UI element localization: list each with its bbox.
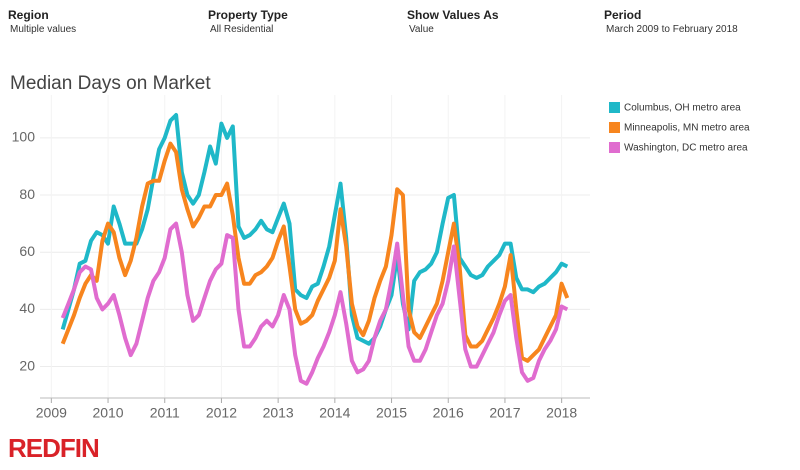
y-tick-label: 40: [19, 300, 35, 316]
x-tick-label: 2017: [489, 405, 520, 421]
legend-label: Minneapolis, MN metro area: [624, 123, 750, 134]
x-tick-label: 2014: [319, 405, 350, 421]
x-tick-label: 2013: [263, 405, 294, 421]
x-tick-label: 2016: [433, 405, 464, 421]
legend-swatch: [609, 102, 620, 113]
x-tick-label: 2010: [92, 405, 123, 421]
x-tick-label: 2009: [36, 405, 67, 421]
x-tick-label: 2012: [206, 405, 237, 421]
filter-value: All Residential: [210, 24, 274, 35]
filter-value: March 2009 to February 2018: [606, 24, 738, 35]
filter[interactable]: Region Multiple values: [8, 8, 76, 35]
filter-label: Period: [604, 8, 642, 22]
series-line: [60, 141, 570, 363]
y-tick-label: 20: [19, 357, 35, 373]
filter-value: Multiple values: [10, 24, 77, 35]
legend-swatch: [609, 142, 620, 153]
x-tick-label: 2011: [150, 405, 180, 421]
y-tick-label: 60: [19, 243, 35, 259]
filter-label: Show Values As: [407, 8, 499, 22]
chart-title: Median Days on Market: [10, 73, 211, 94]
filter[interactable]: Property Type All Residential: [208, 8, 288, 35]
x-tick-label: 2018: [546, 405, 577, 421]
y-tick-label: 100: [12, 129, 36, 145]
x-tick-label: 2015: [376, 405, 407, 421]
legend-swatch: [609, 122, 620, 133]
filter-label: Region: [8, 8, 49, 22]
filter-value: Value: [409, 24, 434, 35]
series-line: [60, 113, 569, 346]
y-tick-label: 80: [19, 186, 35, 202]
brand-logo[interactable]: REDFIN: [8, 433, 100, 463]
series-line: [60, 221, 569, 386]
legend-label: Columbus, OH metro area: [624, 103, 741, 114]
filter[interactable]: Period March 2009 to February 2018: [604, 8, 738, 35]
filter-label: Property Type: [208, 8, 288, 22]
filter[interactable]: Show Values As Value: [407, 8, 499, 35]
legend-label: Washington, DC metro area: [624, 143, 748, 154]
